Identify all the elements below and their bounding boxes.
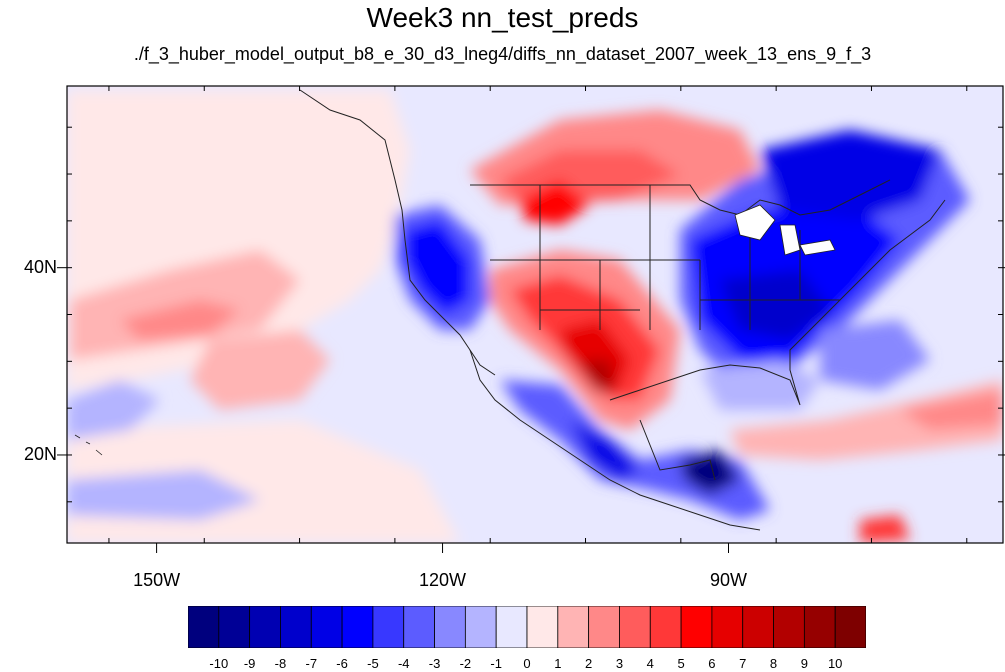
colorbar-label: -1 (490, 656, 502, 671)
axis-ticks (57, 86, 1005, 553)
map-title: Week3 nn_test_preds (366, 2, 639, 33)
colorbar-swatches (187, 605, 867, 649)
colorbar (187, 605, 867, 649)
colorbar-label: 4 (646, 656, 654, 671)
map-subtitle: ./f_3_huber_model_output_b8_e_30_d3_lneg… (133, 44, 872, 64)
colorbar-swatch (649, 605, 682, 649)
colorbar-swatch (310, 605, 343, 649)
colorbar-swatch (372, 605, 405, 649)
great-lakes (734, 204, 836, 256)
latitude-label: 40N (24, 256, 58, 277)
colorbar-label: -6 (336, 656, 348, 671)
colorbar-swatch (280, 605, 312, 649)
colorbar-swatch (403, 605, 435, 649)
colorbar-swatch (495, 605, 528, 649)
colorbar-label: -3 (428, 656, 441, 671)
colorbar-label: 7 (739, 656, 747, 671)
longitude-label: 90W (709, 570, 747, 590)
colorbar-swatch (218, 605, 251, 649)
longitude-label: 120W (419, 570, 467, 590)
colorbar-label: 1 (554, 656, 562, 671)
colorbar-swatch (773, 605, 805, 649)
colorbar-label: 3 (615, 656, 624, 671)
coastline (299, 89, 946, 531)
colorbar-label: -2 (459, 656, 472, 671)
colorbar-label: 8 (769, 656, 778, 671)
colorbar-label: -5 (367, 656, 379, 671)
anomaly-field (67, 86, 1003, 543)
colorbar-label: 5 (677, 656, 685, 671)
colorbar-label: 10 (827, 656, 843, 671)
colorbar-swatch (526, 605, 559, 649)
colorbar-swatch (680, 605, 713, 649)
latitude-label: 20N (24, 443, 58, 464)
colorbar-label: -4 (397, 656, 410, 671)
colorbar-swatch (464, 605, 497, 649)
map-plot (57, 85, 1005, 553)
colorbar-label: -8 (274, 656, 287, 671)
colorbar-swatch (803, 605, 836, 649)
colorbar-swatch (249, 605, 281, 649)
colorbar-swatch (557, 605, 590, 649)
colorbar-swatch (834, 605, 867, 649)
colorbar-label: 2 (585, 656, 593, 671)
colorbar-swatch (619, 605, 651, 649)
colorbar-label: 6 (708, 656, 716, 671)
colorbar-swatch (711, 605, 744, 649)
colorbar-label: -10 (209, 656, 229, 671)
colorbar-swatch (588, 605, 620, 649)
longitude-label: 150W (133, 570, 181, 590)
hawaii-islands (74, 434, 103, 456)
colorbar-label: 0 (523, 656, 531, 671)
colorbar-label: -9 (243, 656, 256, 671)
colorbar-swatch (341, 605, 374, 649)
colorbar-swatch (742, 605, 774, 649)
colorbar-swatch (434, 605, 466, 649)
colorbar-swatch (187, 605, 220, 649)
colorbar-label: 9 (800, 656, 808, 671)
colorbar-label: -7 (305, 656, 318, 671)
